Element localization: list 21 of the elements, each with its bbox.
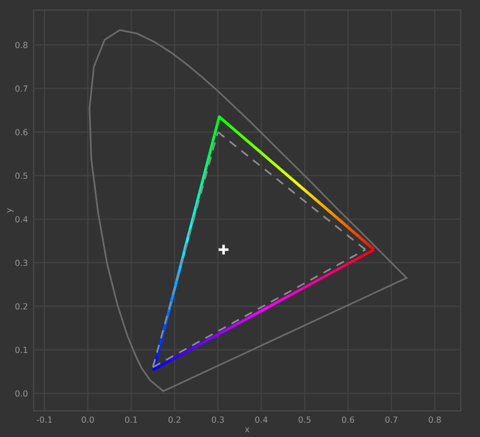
x-tick-label: 0.4: [255, 416, 268, 423]
x-tick-label: 0.2: [168, 416, 180, 423]
y-tick-label: 0.0: [15, 390, 28, 397]
y-tick-label: 0.5: [15, 172, 28, 179]
y-tick-label: 0.8: [15, 42, 28, 48]
x-tick-label: 0.7: [385, 416, 398, 423]
x-tick-label: -0.1: [36, 416, 52, 423]
x-tick-label: 0.3: [212, 416, 224, 423]
x-tick-label: 0.0: [82, 416, 94, 423]
y-tick-label: 0.1: [15, 346, 28, 354]
y-tick-label: 0.7: [15, 85, 28, 92]
y-tick-label: 0.3: [15, 260, 28, 266]
y-tick-label: 0.2: [15, 303, 28, 310]
y-axis-title: y: [7, 208, 14, 213]
y-tick-label: 0.4: [15, 216, 28, 222]
x-tick-label: 0.1: [125, 416, 138, 423]
x-tick-label: 0.8: [428, 416, 441, 423]
x-axis-title: x: [244, 428, 250, 432]
x-tick-label: 0.6: [342, 416, 354, 423]
x-tick-label: 0.5: [298, 416, 311, 423]
y-tick-label: 0.6: [15, 128, 28, 136]
